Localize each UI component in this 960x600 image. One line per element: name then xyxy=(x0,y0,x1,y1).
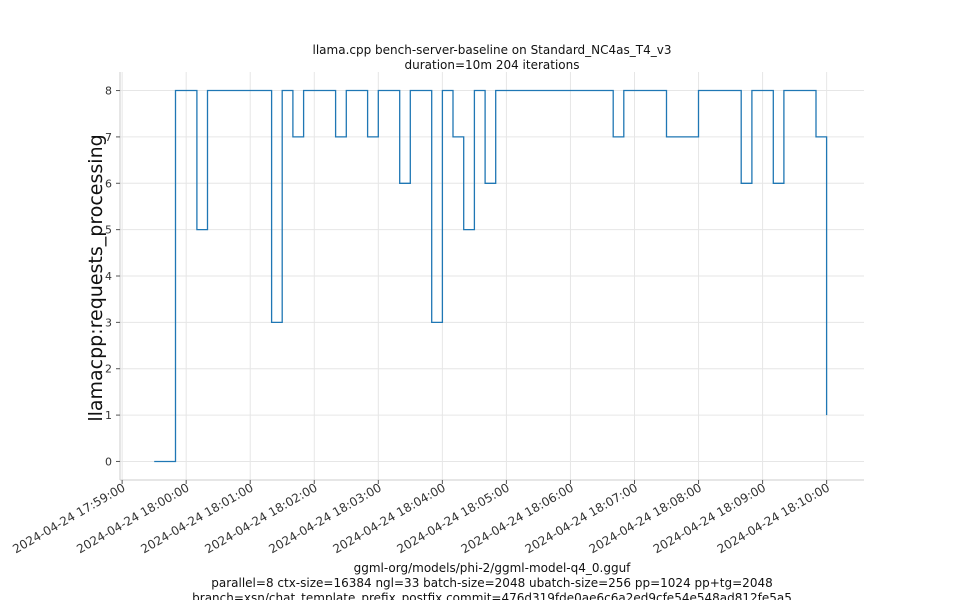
y-tick-label: 4 xyxy=(105,270,112,283)
y-ticks: 0 1 2 3 4 5 6 7 8 xyxy=(105,85,120,468)
x-tick-label: 2024-04-24 18:05:00 xyxy=(395,480,512,556)
series xyxy=(154,89,828,463)
x-tick-label: 2024-04-24 18:00:00 xyxy=(74,480,191,556)
x-tick-label: 2024-04-24 17:59:00 xyxy=(10,480,127,556)
x-tick-label: 2024-04-24 18:08:00 xyxy=(587,480,704,556)
y-tick-label: 8 xyxy=(105,85,112,98)
series-line-0 xyxy=(154,89,828,463)
y-tick-label: 2 xyxy=(105,363,112,376)
x-tick-label: 2024-04-24 18:07:00 xyxy=(523,480,640,556)
chart-title: llama.cpp bench-server-baseline on Stand… xyxy=(313,43,672,57)
y-tick-label: 6 xyxy=(105,177,112,190)
footer-model: ggml-org/models/phi-2/ggml-model-q4_0.gg… xyxy=(354,561,632,575)
x-tick-label: 2024-04-24 18:01:00 xyxy=(138,480,255,556)
x-tick-label: 2024-04-24 18:02:00 xyxy=(202,480,319,556)
x-tick-label: 2024-04-24 18:04:00 xyxy=(330,480,447,556)
y-axis-label: llamacpp:requests_processing xyxy=(85,134,107,421)
y-tick-label: 3 xyxy=(105,316,112,329)
footer-params: parallel=8 ctx-size=16384 ngl=33 batch-s… xyxy=(211,576,772,590)
footer-branch: branch=xsn/chat_template_prefix_postfix … xyxy=(192,591,792,600)
grid xyxy=(120,72,864,480)
y-tick-label: 0 xyxy=(105,455,112,468)
chart-subtitle: duration=10m 204 iterations xyxy=(405,58,580,72)
x-tick-label: 2024-04-24 18:03:00 xyxy=(266,480,383,556)
x-tick-label: 2024-04-24 18:09:00 xyxy=(651,480,768,556)
y-tick-label: 1 xyxy=(105,409,112,422)
y-tick-label: 5 xyxy=(105,224,112,237)
y-tick-label: 7 xyxy=(105,131,112,144)
x-tick-label: 2024-04-24 18:06:00 xyxy=(459,480,576,556)
x-tick-label: 2024-04-24 18:10:00 xyxy=(715,480,832,556)
